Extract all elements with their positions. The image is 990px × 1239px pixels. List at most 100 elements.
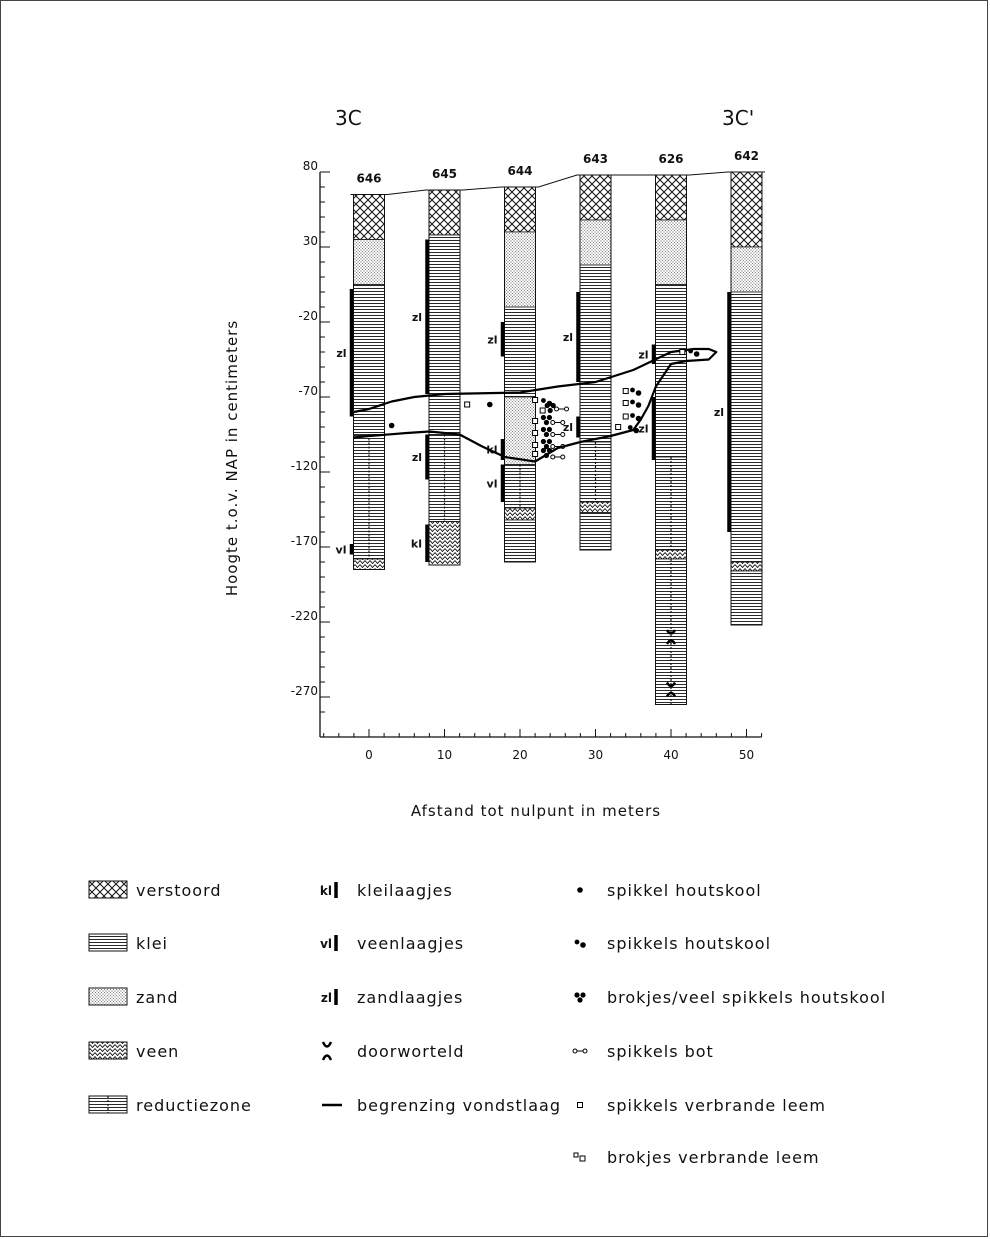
doorworteld-symbol bbox=[321, 1041, 333, 1061]
x-tick-label: 30 bbox=[588, 748, 603, 762]
axes: 80 30 -20 -70 -120 -170 -220 -270 0 10 20 30 40 50 bbox=[291, 159, 763, 762]
borehole-id: 644 bbox=[507, 164, 532, 178]
section-end-label: 3C' bbox=[722, 106, 754, 130]
mark-label-zl: zl bbox=[336, 347, 346, 360]
square-mark bbox=[622, 388, 629, 394]
legend-label: spikkels houtskool bbox=[607, 934, 771, 953]
find-square bbox=[615, 424, 622, 430]
dot-mark bbox=[540, 426, 547, 433]
vondstlaag-upper bbox=[353, 347, 718, 414]
borehole-646: 646 zl vl bbox=[336, 172, 385, 570]
mark-label-vl: vl bbox=[336, 543, 347, 556]
dot-mark bbox=[693, 351, 700, 357]
dot-mark bbox=[547, 407, 553, 414]
x-tick-label: 10 bbox=[437, 748, 452, 762]
mark-label-zl: zl bbox=[487, 333, 497, 346]
layer-verstoord bbox=[504, 186, 536, 233]
square-mark bbox=[577, 1102, 583, 1108]
bone-end bbox=[550, 432, 556, 437]
legend-label: brokjes verbrande leem bbox=[607, 1148, 820, 1167]
layer-zand bbox=[730, 246, 763, 293]
borehole-643: 643 zl zl bbox=[563, 152, 612, 551]
layer-zand bbox=[504, 231, 536, 308]
layer-klei bbox=[504, 519, 536, 563]
square-mark bbox=[532, 397, 539, 403]
square-mark bbox=[615, 424, 622, 430]
borehole-layers: 646zlvl645zlzlkl644zlklvl643zlzl626zlzl6… bbox=[336, 149, 765, 705]
dot-mark bbox=[630, 399, 635, 405]
find-dots bbox=[630, 387, 642, 396]
dot-mark bbox=[388, 422, 395, 429]
find-square bbox=[622, 400, 629, 406]
dot-mark bbox=[544, 402, 550, 409]
layer-klei bbox=[504, 306, 536, 398]
legend-item-cluster: brokjes/veel spikkels houtskool bbox=[574, 988, 886, 1007]
dot-mark bbox=[540, 414, 547, 421]
dot-mark bbox=[546, 414, 553, 421]
square-mark bbox=[679, 349, 686, 355]
dot-mark bbox=[574, 939, 580, 945]
layer-veen bbox=[655, 549, 687, 560]
legend-label: zand bbox=[136, 988, 179, 1007]
find-square bbox=[532, 442, 539, 448]
borehole-outline bbox=[504, 186, 536, 563]
find-cluster bbox=[544, 402, 556, 414]
layer-veen bbox=[428, 521, 461, 566]
find-cluster bbox=[540, 414, 553, 426]
find-square bbox=[622, 388, 629, 394]
borehole-outline bbox=[353, 194, 385, 570]
bone-end bbox=[560, 454, 566, 460]
find-dots bbox=[630, 413, 642, 422]
layer-veen bbox=[353, 558, 385, 570]
find-bone bbox=[550, 444, 566, 449]
layer-verstoord bbox=[730, 171, 763, 248]
layer-verstoord bbox=[428, 189, 461, 236]
y-tick-label: -270 bbox=[291, 684, 318, 698]
legend-abbr: vl bbox=[320, 937, 332, 951]
find-dots bbox=[688, 348, 700, 357]
borehole-626: 626 zl zl bbox=[638, 152, 687, 705]
bone-end bbox=[560, 444, 566, 449]
legend-abbr: kl bbox=[320, 884, 332, 898]
legend-abbr: zl bbox=[321, 991, 332, 1005]
layer-klei bbox=[730, 291, 763, 563]
dot-mark bbox=[635, 415, 642, 422]
legend-label: brokjes/veel spikkels houtskool bbox=[607, 988, 886, 1007]
mark-label-zl: zl bbox=[638, 423, 648, 436]
dot-mark bbox=[540, 438, 547, 445]
legend-swatch-verstoord bbox=[88, 880, 128, 899]
find-square bbox=[532, 430, 539, 436]
legend-label: doorworteld bbox=[357, 1042, 464, 1061]
y-tick-label: 80 bbox=[303, 159, 318, 173]
dot-mark bbox=[635, 402, 642, 408]
borehole-id: 626 bbox=[658, 152, 683, 166]
find-dots bbox=[574, 939, 586, 948]
legend-item-dot: spikkel houtskool bbox=[577, 881, 761, 900]
legend-item-kl: kl kleilaagjes bbox=[320, 881, 452, 900]
square-mark bbox=[579, 1155, 586, 1162]
x-tick-label: 20 bbox=[512, 748, 527, 762]
dot-mark bbox=[546, 426, 553, 433]
mark-label-zl: zl bbox=[563, 331, 573, 344]
dot-mark bbox=[574, 992, 580, 998]
layer-zand bbox=[504, 396, 536, 465]
borehole-642: 642 zl bbox=[714, 149, 763, 626]
layer-klei bbox=[655, 284, 687, 458]
surface-line bbox=[350, 171, 765, 196]
doorworteld-symbol bbox=[665, 681, 677, 698]
layer-verstoord bbox=[655, 174, 687, 221]
dot-mark bbox=[540, 447, 547, 454]
legend-label: klei bbox=[136, 934, 168, 953]
square-mark bbox=[622, 413, 629, 420]
square-mark bbox=[622, 400, 629, 406]
legend-item-doorworteld: doorworteld bbox=[321, 1041, 464, 1061]
legend-item-klei: klei bbox=[88, 933, 168, 953]
find-square bbox=[539, 407, 546, 414]
legend-swatch-veen bbox=[88, 1041, 128, 1060]
doorworteld-symbol bbox=[665, 629, 677, 645]
square-mark bbox=[464, 401, 471, 408]
legend-label: reductiezone bbox=[136, 1096, 252, 1115]
find-squares bbox=[573, 1152, 586, 1162]
